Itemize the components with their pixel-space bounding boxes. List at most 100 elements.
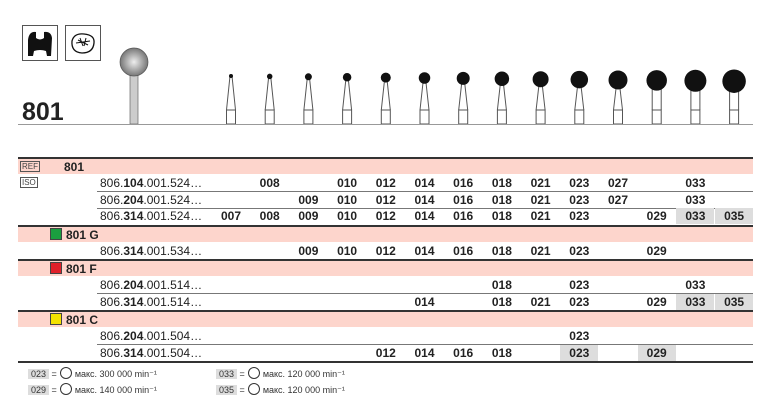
baseline (18, 124, 753, 125)
size-cell: 035 (715, 208, 754, 224)
size-cell: 008 (259, 209, 280, 223)
table-bottom (18, 361, 753, 363)
bur-014 (418, 72, 431, 125)
size-cell: 033 (685, 192, 706, 207)
legend-item: 035 = макс. 120 000 min⁻¹ (216, 383, 345, 396)
row-divider (97, 191, 753, 192)
group-header (18, 261, 753, 276)
size-cell: 018 (491, 278, 512, 292)
article-number: 806.204.001.514… (100, 278, 203, 292)
size-cell: 033 (685, 176, 706, 190)
size-cell: 027 (607, 176, 629, 190)
group-divider (18, 157, 753, 159)
bur-009 (303, 73, 314, 125)
size-cell: 021 (530, 209, 551, 223)
size-cell: 033 (676, 208, 715, 224)
color-code-square (50, 227, 62, 240)
group-divider (18, 259, 753, 261)
group-divider (18, 224, 753, 227)
size-cell: 007 (220, 209, 242, 223)
size-cell: 023 (569, 176, 590, 190)
size-cell: 016 (453, 345, 474, 360)
size-cell: 010 (337, 243, 358, 258)
row-divider (97, 293, 753, 294)
group-divider (18, 310, 753, 312)
group-label: 801 F (50, 262, 97, 276)
bur-035 (722, 69, 746, 125)
size-cell: 027 (607, 192, 629, 207)
size-cell: 010 (337, 176, 358, 190)
size-cell: 010 (337, 209, 358, 223)
size-cell: 023 (569, 243, 590, 258)
size-cell: 012 (375, 176, 396, 190)
size-cell: 033 (676, 293, 715, 310)
size-cell: 009 (298, 209, 319, 223)
size-cell: 023 (569, 278, 590, 292)
size-cell: 016 (453, 176, 474, 190)
legend-item: 033 = макс. 120 000 min⁻¹ (216, 367, 345, 380)
size-cell: 014 (414, 209, 435, 223)
group-header (18, 159, 753, 174)
group-label: 801 (64, 160, 85, 174)
size-cell: 016 (453, 192, 474, 207)
size-cell: 014 (414, 243, 435, 258)
size-cell: 033 (685, 278, 706, 292)
size-cell: 021 (530, 294, 551, 309)
bur-016 (456, 71, 470, 125)
bur-027 (608, 70, 628, 125)
size-cell: 018 (491, 192, 512, 207)
occlusal-preparation-icon (65, 25, 101, 61)
size-cell: 018 (491, 294, 512, 309)
article-number: 806.314.001.514… (100, 294, 203, 309)
group-label: 801 G (50, 227, 99, 242)
article-number: 806.204.001.524… (100, 192, 203, 207)
rotation-speed-icon (59, 367, 72, 379)
size-cell: 016 (453, 243, 474, 258)
rotation-speed-icon (247, 383, 260, 395)
size-cell: 029 (637, 344, 676, 361)
size-cell: 021 (530, 192, 551, 207)
rotation-speed-icon (247, 367, 260, 379)
article-number: 806.204.001.504… (100, 329, 203, 343)
size-cell: 012 (375, 243, 396, 258)
crown-shape-icon (22, 25, 58, 61)
size-cell: 010 (337, 192, 358, 207)
large-bur-image (119, 47, 149, 125)
product-number: 801 (22, 98, 64, 126)
size-cell: 029 (646, 209, 667, 223)
size-cell: 018 (491, 345, 512, 360)
group-header (18, 312, 753, 327)
bur-012 (380, 72, 391, 125)
color-code-square (50, 313, 62, 325)
group-header (18, 226, 753, 242)
size-cell: 023 (569, 294, 590, 309)
size-cell: 029 (646, 243, 667, 258)
bur-illustrations (119, 47, 746, 125)
size-cell: 014 (414, 192, 435, 207)
size-cell: 029 (646, 294, 667, 309)
size-cell: 016 (453, 209, 474, 223)
size-cell: 018 (491, 243, 512, 258)
size-cell: 012 (375, 345, 396, 360)
size-cell: 023 (560, 344, 599, 361)
color-code-square (50, 262, 62, 274)
size-cell: 012 (375, 209, 396, 223)
bur-007 (226, 74, 236, 125)
bur-023 (570, 70, 589, 125)
article-number: 806.314.001.504… (100, 345, 203, 360)
size-cell: 021 (530, 243, 551, 258)
bur-021 (532, 71, 549, 125)
bur-018 (494, 71, 510, 125)
size-cell: 021 (530, 176, 551, 190)
size-cell: 008 (259, 176, 280, 190)
bur-029 (646, 70, 667, 125)
size-cell: 009 (298, 192, 319, 207)
size-cell: 018 (491, 176, 512, 190)
size-cell: 035 (715, 293, 754, 310)
size-cell: 023 (569, 209, 590, 223)
bur-008 (264, 73, 275, 125)
row-divider (97, 344, 753, 345)
size-cell: 014 (414, 345, 435, 360)
iso-tag: ISO (20, 177, 38, 188)
ref-tag: REF (20, 161, 40, 172)
